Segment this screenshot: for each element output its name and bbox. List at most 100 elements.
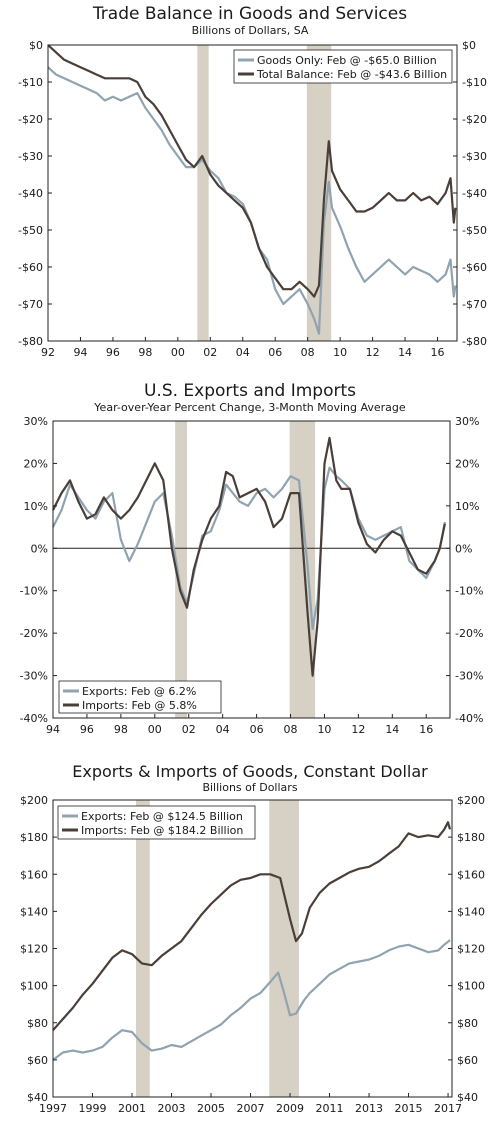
recession-band — [197, 45, 209, 341]
x-tick-label: 2009 — [276, 1102, 304, 1115]
y-tick-label: -$40 — [18, 187, 43, 200]
series-line-light — [47, 66, 457, 335]
x-tick-label: 92 — [41, 346, 55, 359]
legend-label: Exports: Feb @ 6.2% — [82, 685, 196, 698]
x-tick-label: 14 — [398, 346, 412, 359]
y-tick-label: -$30 — [462, 150, 487, 163]
exports-imports-growth-chart: 30% 30% 20% 20% 10% 10% 0% 0% -10% -10% -20% -20% -3… — [20, 415, 484, 736]
x-tick-label: 94 — [73, 346, 87, 359]
x-tick-label: 12 — [366, 346, 380, 359]
x-tick-label: 02 — [203, 346, 217, 359]
y-tick-label: $0 — [462, 39, 476, 52]
y-tick-label: -20% — [20, 627, 48, 640]
y-tick-label: $100 — [20, 980, 48, 993]
x-tick-label: 06 — [268, 346, 282, 359]
series-line-dark — [47, 44, 457, 298]
recession-band — [175, 421, 188, 718]
y-tick-label: -$80 — [18, 335, 43, 348]
y-tick-label: 20% — [455, 457, 479, 470]
series-line-light — [52, 939, 451, 1061]
x-tick-label: 2011 — [316, 1102, 344, 1115]
y-tick-label: -$70 — [462, 298, 487, 311]
trade-balance-chart: $0 $0 -$10 -$10 -$20 -$20 -$30 -$30 -$40 -$40 -$50… — [18, 39, 487, 359]
x-tick-label: 04 — [216, 723, 230, 736]
x-tick-label: 12 — [351, 723, 365, 736]
y-tick-label: -$20 — [18, 113, 43, 126]
x-tick-label: 02 — [182, 723, 196, 736]
recession-band — [269, 800, 299, 1097]
y-tick-label: $40 — [27, 1091, 48, 1104]
x-tick-label: 04 — [236, 346, 250, 359]
chart-subtitle: Billions of Dollars, SA — [191, 24, 309, 37]
y-tick-label: $0 — [29, 39, 43, 52]
x-tick-label: 10 — [333, 346, 347, 359]
x-tick-label: 96 — [80, 723, 94, 736]
legend-label: Goods Only: Feb @ -$65.0 Billion — [257, 54, 437, 67]
y-tick-label: $200 — [457, 794, 485, 807]
x-tick-label: 2015 — [395, 1102, 423, 1115]
y-tick-label: -40% — [20, 712, 48, 725]
x-tick-label: 2007 — [237, 1102, 265, 1115]
chart-title: Trade Balance in Goods and Services — [92, 4, 408, 24]
x-tick-label: 00 — [171, 346, 185, 359]
recession-band — [135, 800, 150, 1097]
x-tick-label: 08 — [301, 346, 315, 359]
x-tick-label: 2017 — [434, 1102, 462, 1115]
chart-subtitle: Year-over-Year Percent Change, 3-Month M… — [94, 401, 406, 414]
recession-band — [289, 421, 316, 718]
y-tick-label: $60 — [457, 1054, 478, 1067]
x-tick-label: 98 — [114, 723, 128, 736]
y-tick-label: -20% — [455, 627, 483, 640]
y-tick-label: -$10 — [462, 76, 487, 89]
y-tick-label: -10% — [20, 585, 48, 598]
y-tick-label: -30% — [455, 670, 483, 683]
legend-label: Imports: Feb @ 5.8% — [82, 699, 197, 712]
x-tick-label: 1999 — [79, 1102, 107, 1115]
x-tick-label: 2013 — [355, 1102, 383, 1115]
legend-label: Imports: Feb @ $184.2 Billion — [81, 824, 243, 837]
series-line-light — [52, 466, 446, 630]
x-tick-label: 94 — [46, 723, 60, 736]
y-tick-label: 0% — [31, 542, 48, 555]
legend-box — [233, 49, 453, 84]
x-tick-label: 16 — [419, 723, 433, 736]
y-tick-label: -$60 — [462, 261, 487, 274]
y-tick-label: $60 — [27, 1054, 48, 1067]
y-tick-label: -$10 — [18, 76, 43, 89]
y-tick-label: $100 — [457, 980, 485, 993]
y-tick-label: -$70 — [18, 298, 43, 311]
y-tick-label: 20% — [24, 457, 48, 470]
y-tick-label: $140 — [20, 905, 48, 918]
series-line-dark — [52, 436, 446, 677]
y-tick-label: 30% — [24, 415, 48, 428]
x-tick-label: 10 — [317, 723, 331, 736]
y-tick-label: -$60 — [18, 261, 43, 274]
x-tick-label: 08 — [284, 723, 298, 736]
y-tick-label: -$30 — [18, 150, 43, 163]
y-tick-label: $80 — [457, 1017, 478, 1030]
y-tick-label: -10% — [455, 585, 483, 598]
x-tick-label: 16 — [431, 346, 445, 359]
y-tick-label: $120 — [20, 943, 48, 956]
y-tick-label: $40 — [457, 1091, 478, 1104]
y-tick-label: $160 — [457, 868, 485, 881]
y-tick-label: -40% — [455, 712, 483, 725]
chart-subtitle: Billions of Dollars — [202, 781, 298, 794]
x-tick-label: 00 — [148, 723, 162, 736]
y-tick-label: -$40 — [462, 187, 487, 200]
x-tick-label: 2001 — [118, 1102, 146, 1115]
y-tick-label: $140 — [457, 905, 485, 918]
y-tick-label: $160 — [20, 868, 48, 881]
y-tick-label: -$20 — [462, 113, 487, 126]
chart-title: U.S. Exports and Imports — [143, 381, 357, 401]
panel-trade-balance: Trade Balance in Goods and Services Bill… — [0, 0, 500, 359]
y-tick-label: 10% — [24, 500, 48, 513]
legend-box — [58, 680, 222, 714]
y-tick-label: $120 — [457, 943, 485, 956]
x-tick-label: 14 — [385, 723, 399, 736]
y-tick-label: $180 — [20, 831, 48, 844]
y-tick-label: 30% — [455, 415, 479, 428]
